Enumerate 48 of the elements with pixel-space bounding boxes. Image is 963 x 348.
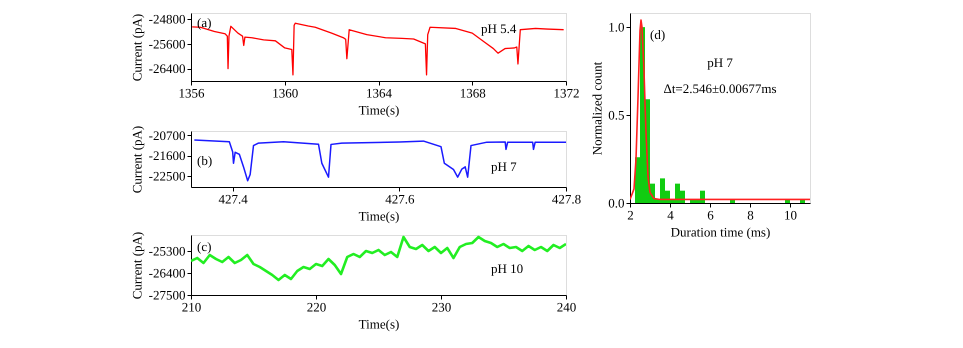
x-axis-title: Duration time (ms) — [670, 224, 770, 240]
annotation: pH 7 — [707, 55, 734, 70]
x-tick-label: 1356 — [178, 86, 205, 100]
x-tick-label: 230 — [432, 300, 452, 314]
y-axis-title: Normalized count — [589, 61, 604, 156]
annotation: (b) — [197, 153, 212, 168]
x-tick-label: 210 — [182, 300, 202, 314]
x-tick-label: 1372 — [554, 86, 580, 100]
y-tick-label: -25300 — [148, 244, 186, 258]
y-tick-label: -25600 — [148, 36, 186, 52]
x-tick-label: 240 — [556, 300, 576, 314]
y-tick-label: 0.5 — [608, 108, 624, 123]
y-axis-title: Current (pA) — [130, 232, 145, 300]
x-tick-label: 220 — [306, 300, 326, 314]
x-tick-label: 427.8 — [552, 192, 582, 206]
x-tick-label: 8 — [747, 208, 754, 222]
x-tick-label: 427.6 — [385, 192, 415, 206]
annotation: (d) — [650, 27, 666, 42]
annotation: pH 5.4 — [481, 21, 517, 36]
y-tick-label: -21600 — [148, 148, 186, 164]
annotation: pH 7 — [491, 159, 518, 174]
y-tick-label: -27500 — [148, 288, 186, 302]
annotation: (a) — [197, 15, 212, 30]
x-tick-label: 1368 — [460, 86, 486, 100]
y-tick-label: -26400 — [148, 61, 186, 76]
y-tick-label: 1.0 — [608, 20, 624, 35]
x-tick-label: 1360 — [272, 86, 298, 100]
y-axis-title: Current (pA) — [130, 126, 145, 194]
y-tick-label: -22500 — [148, 168, 186, 184]
x-axis-title: Time(s) — [358, 102, 400, 118]
line-series — [194, 139, 566, 182]
x-axis-title: Time(s) — [358, 208, 400, 224]
x-tick-label: 6 — [707, 208, 714, 222]
y-tick-label: -20700 — [148, 128, 186, 143]
y-tick-label: -24800 — [148, 12, 186, 27]
y-tick-label: -26400 — [148, 266, 186, 280]
annotation: pH 10 — [491, 261, 524, 276]
x-tick-label: 427.4 — [218, 192, 248, 206]
x-axis-title: Time(s) — [358, 316, 400, 332]
annotation: Δt=2.546±0.00677ms — [663, 81, 777, 96]
line-series — [191, 236, 566, 282]
x-tick-label: 2 — [627, 208, 634, 222]
y-axis-title: Current (pA) — [130, 14, 145, 82]
x-tick-label: 1364 — [366, 86, 392, 100]
annotation: (c) — [197, 239, 212, 254]
x-tick-label: 4 — [667, 208, 674, 222]
y-tick-label: 0.0 — [608, 196, 624, 210]
x-tick-label: 10 — [784, 208, 797, 222]
